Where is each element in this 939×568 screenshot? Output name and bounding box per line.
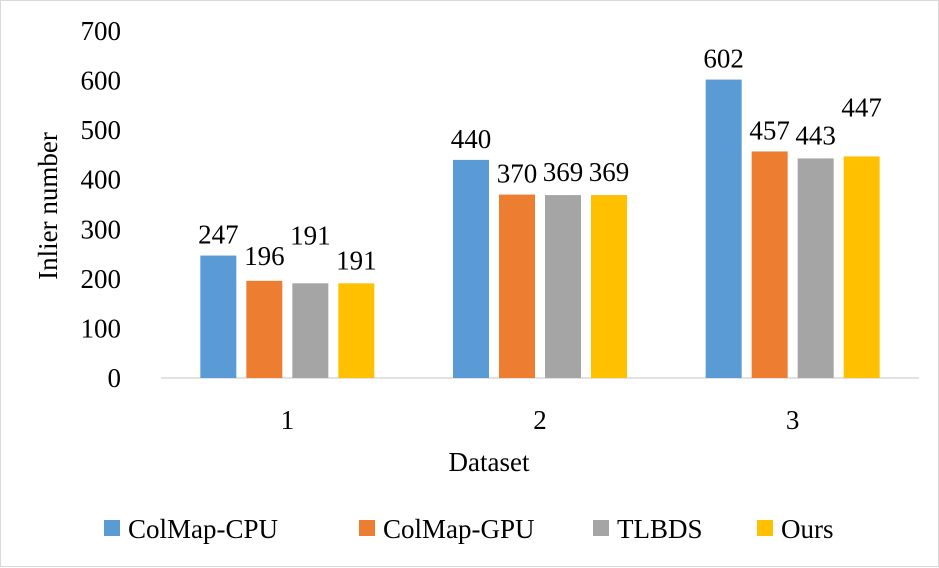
- legend-label-ours: Ours: [781, 514, 834, 544]
- data-label-colmap-gpu-3: 457: [749, 115, 790, 145]
- bar-colmap-cpu-3: [705, 79, 742, 378]
- data-label-tlbds-3: 443: [795, 120, 836, 150]
- data-label-ours-2: 369: [589, 157, 630, 187]
- y-axis-title: Inlier number: [33, 132, 63, 280]
- data-label-ours-3: 447: [841, 92, 882, 122]
- bar-colmap-cpu-2: [453, 159, 489, 378]
- data-label-tlbds-1: 191: [290, 220, 331, 250]
- x-tick-label-2: 2: [533, 405, 547, 435]
- data-label-colmap-gpu-1: 196: [244, 241, 285, 271]
- legend-swatch-colmap-cpu: [104, 520, 120, 536]
- y-tick-label-400: 400: [81, 165, 122, 195]
- legend-label-colmap-gpu: ColMap-GPU: [383, 514, 535, 544]
- legend-swatch-ours: [757, 520, 773, 536]
- y-tick-label-300: 300: [81, 214, 122, 244]
- data-label-colmap-cpu-2: 440: [451, 124, 492, 154]
- bar-ours-2: [591, 195, 627, 378]
- legend-swatch-colmap-gpu: [359, 520, 375, 536]
- y-tick-label-100: 100: [81, 313, 122, 343]
- bar-colmap-gpu-1: [246, 280, 283, 378]
- bar-colmap-gpu-2: [499, 194, 535, 378]
- y-tick-label-700: 700: [81, 16, 122, 46]
- bar-colmap-gpu-3: [751, 151, 788, 378]
- y-tick-label-500: 500: [81, 115, 122, 145]
- data-label-colmap-gpu-2: 370: [497, 159, 538, 189]
- bar-colmap-cpu-1: [200, 255, 237, 378]
- legend-label-tlbds: TLBDS: [617, 514, 703, 544]
- bar-tlbds-3: [797, 158, 834, 378]
- legend-label-colmap-cpu: ColMap-CPU: [128, 514, 278, 544]
- x-tick-label-3: 3: [786, 405, 800, 435]
- legend-swatch-tlbds: [593, 520, 609, 536]
- data-label-tlbds-2: 369: [543, 157, 584, 187]
- x-axis-title: Dataset: [449, 447, 530, 477]
- bar-ours-3: [843, 156, 880, 378]
- y-tick-label-600: 600: [81, 66, 122, 96]
- y-tick-label-0: 0: [108, 363, 122, 393]
- y-tick-label-200: 200: [81, 264, 122, 294]
- bar-tlbds-2: [545, 195, 581, 378]
- data-label-colmap-cpu-3: 602: [703, 44, 744, 74]
- bar-tlbds-1: [292, 283, 329, 378]
- bar-ours-1: [338, 283, 375, 378]
- data-label-colmap-cpu-1: 247: [198, 220, 239, 250]
- data-label-ours-1: 191: [336, 245, 377, 275]
- x-tick-label-1: 1: [281, 405, 295, 435]
